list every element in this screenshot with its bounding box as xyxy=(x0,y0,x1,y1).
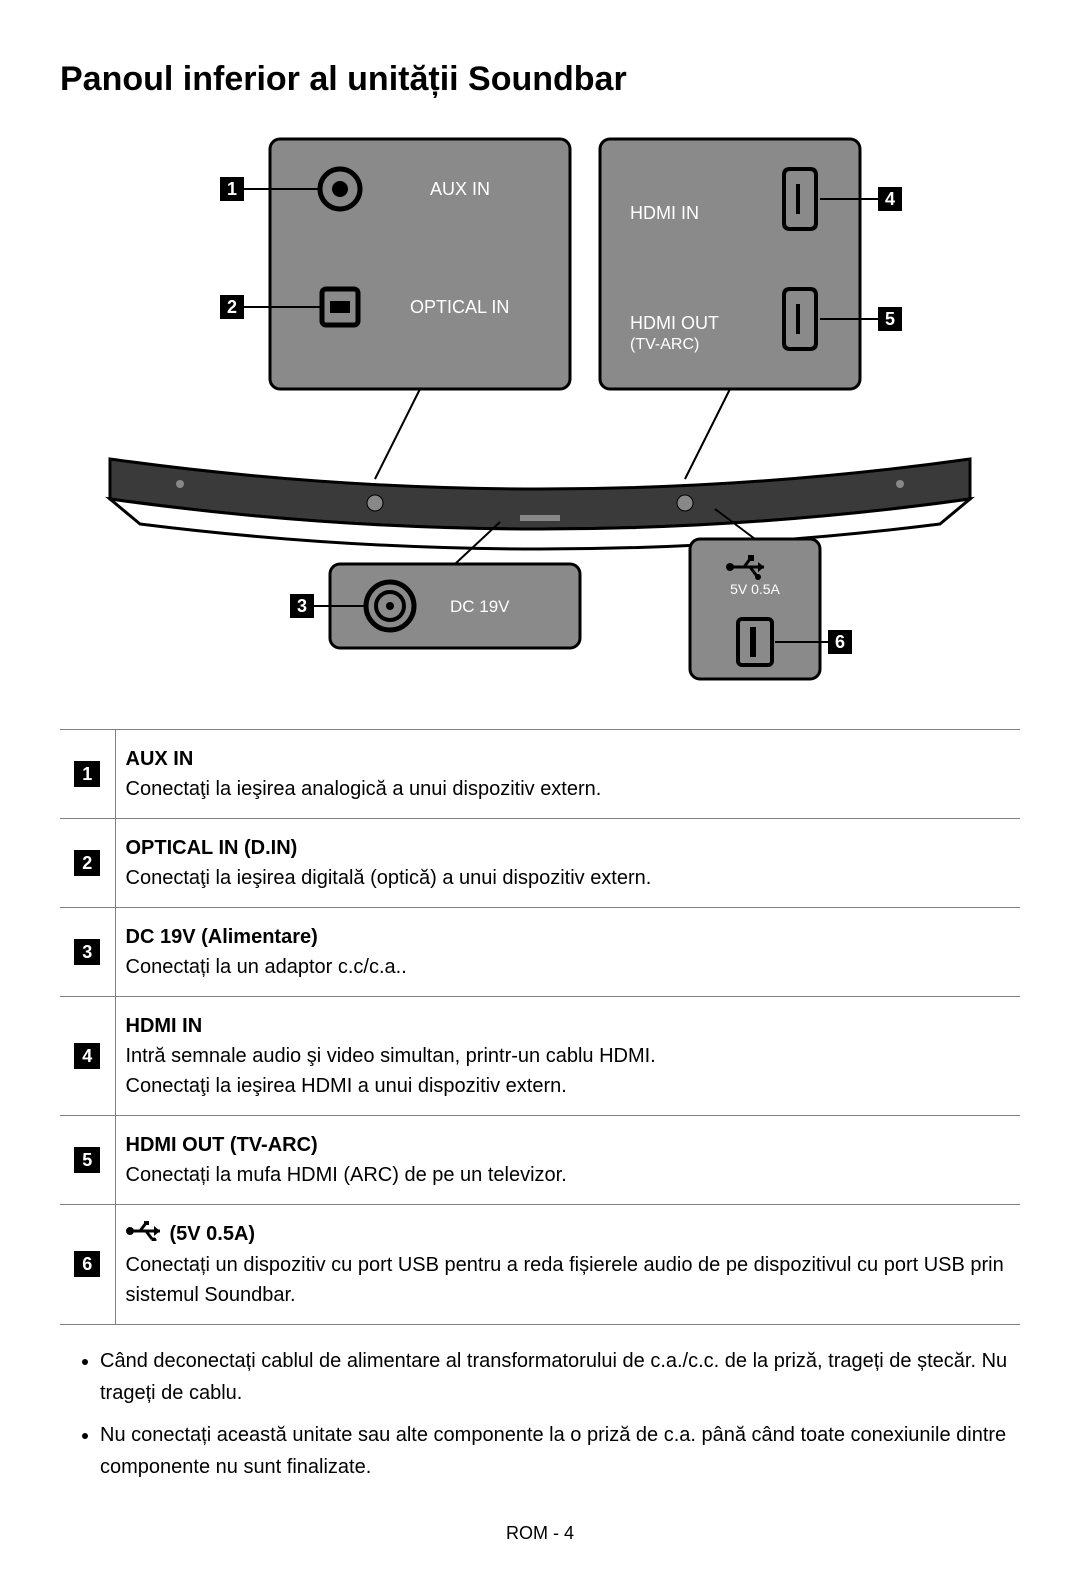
row-badge-4: 4 xyxy=(74,1043,100,1069)
row-desc: Conectați un dispozitiv cu port USB pent… xyxy=(126,1250,1011,1310)
row-badge-6: 6 xyxy=(74,1251,100,1277)
row-desc: Intră semnale audio şi video simultan, p… xyxy=(126,1041,1011,1101)
row-desc: Conectaţi la ieşirea digitală (optică) a… xyxy=(126,863,1011,893)
page-title: Panoul inferior al unității Soundbar xyxy=(60,60,1020,99)
table-row: 3 DC 19V (Alimentare) Conectați la un ad… xyxy=(60,908,1020,997)
row-badge-1: 1 xyxy=(74,761,100,787)
diagram-label-optical: OPTICAL IN xyxy=(410,297,509,317)
table-row: 6 (5V 0.5A) Conectați un dispozitiv cu p… xyxy=(60,1205,1020,1325)
row-desc: Conectaţi la ieşirea analogică a unui di… xyxy=(126,774,1011,804)
row-title: DC 19V (Alimentare) xyxy=(126,922,1011,952)
usb-icon xyxy=(126,1220,166,1250)
diagram-label-tvarc: (TV-ARC) xyxy=(630,336,699,353)
row-title-suffix: (5V 0.5A) xyxy=(170,1223,256,1245)
diagram-label-hdmiout: HDMI OUT xyxy=(630,313,719,333)
diagram-badge-5: 5 xyxy=(885,309,895,329)
row-badge-5: 5 xyxy=(74,1147,100,1173)
diagram-label-dc19v: DC 19V xyxy=(450,597,510,616)
table-row: 4 HDMI IN Intră semnale audio şi video s… xyxy=(60,997,1020,1116)
row-badge-3: 3 xyxy=(74,939,100,965)
diagram-badge-1: 1 xyxy=(227,179,237,199)
ports-table: 1 AUX IN Conectaţi la ieşirea analogică … xyxy=(60,729,1020,1325)
table-row: 1 AUX IN Conectaţi la ieşirea analogică … xyxy=(60,730,1020,819)
row-title: OPTICAL IN (D.IN) xyxy=(126,833,1011,863)
table-row: 5 HDMI OUT (TV-ARC) Conectați la mufa HD… xyxy=(60,1116,1020,1205)
list-item: Când deconectați cablul de alimentare al… xyxy=(100,1345,1020,1409)
row-badge-2: 2 xyxy=(74,850,100,876)
row-title: (5V 0.5A) xyxy=(126,1219,1011,1250)
diagram-label-aux: AUX IN xyxy=(430,179,490,199)
diagram-label-hdmiin: HDMI IN xyxy=(630,203,699,223)
diagram-label-usb: 5V 0.5A xyxy=(730,581,780,597)
page-footer: ROM - 4 xyxy=(60,1523,1020,1544)
row-desc: Conectați la un adaptor c.c/c.a.. xyxy=(126,952,1011,982)
diagram-container: AUX IN OPTICAL IN 1 2 HDMI IN HDMI OUT (… xyxy=(60,129,1020,689)
diagram-badge-3: 3 xyxy=(297,596,307,616)
diagram-badge-6: 6 xyxy=(835,632,845,652)
row-title: HDMI OUT (TV-ARC) xyxy=(126,1130,1011,1160)
notes-list: Când deconectați cablul de alimentare al… xyxy=(60,1345,1020,1483)
diagram-badge-2: 2 xyxy=(227,297,237,317)
diagram-badge-4: 4 xyxy=(885,189,895,209)
row-title: HDMI IN xyxy=(126,1011,1011,1041)
soundbar-diagram: AUX IN OPTICAL IN 1 2 HDMI IN HDMI OUT (… xyxy=(100,129,980,689)
row-title: AUX IN xyxy=(126,744,1011,774)
list-item: Nu conectați această unitate sau alte co… xyxy=(100,1419,1020,1483)
table-row: 2 OPTICAL IN (D.IN) Conectaţi la ieşirea… xyxy=(60,819,1020,908)
row-desc: Conectați la mufa HDMI (ARC) de pe un te… xyxy=(126,1160,1011,1190)
